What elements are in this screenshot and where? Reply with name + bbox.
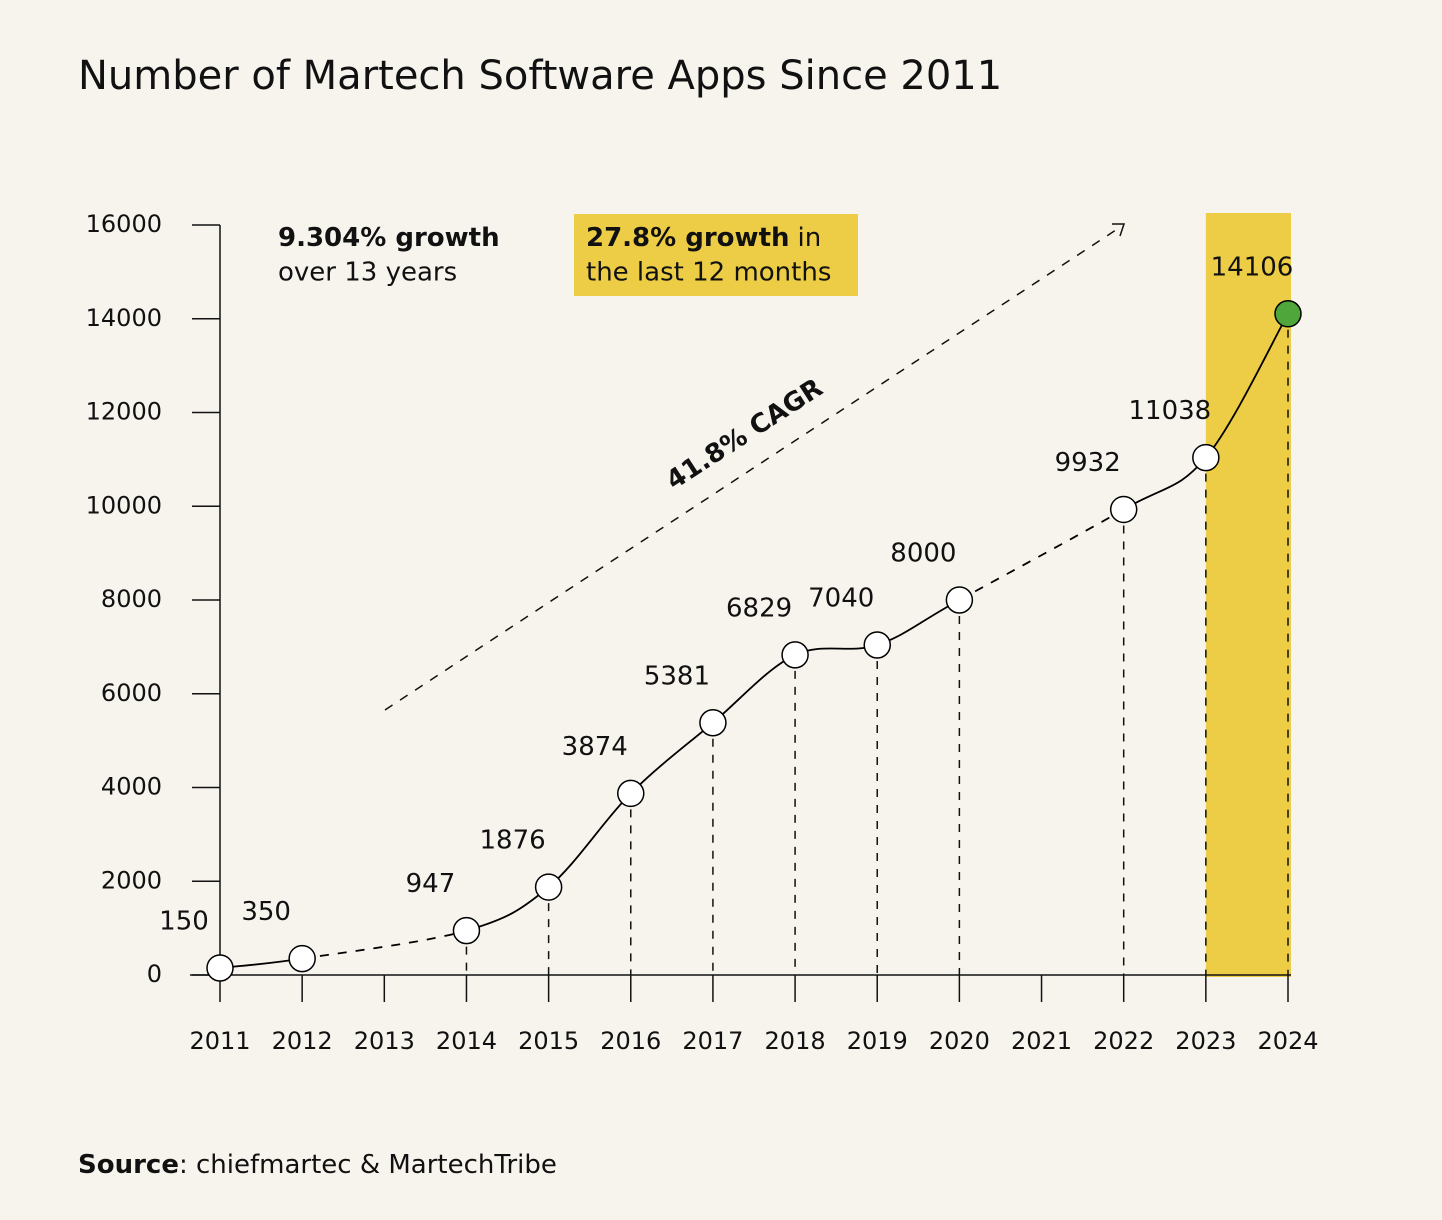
y-tick-label: 8000 — [101, 585, 162, 613]
line-segment-dashed — [302, 929, 467, 960]
point — [617, 779, 645, 808]
y-tick-label: 0 — [147, 960, 162, 988]
y-tick-label: 16000 — [86, 210, 162, 238]
plot: 0 2000 4000 6000 8000 10000 12000 14000 16000 201… — [86, 210, 1319, 1055]
data-label: 9932 — [1055, 448, 1121, 478]
data-label: 14106 — [1211, 252, 1294, 282]
source: Source: chiefmartec & MartechTribe — [78, 1150, 557, 1180]
source-text: : chiefmartec & MartechTribe — [179, 1150, 557, 1180]
point — [206, 954, 234, 982]
y-tick-label: 12000 — [86, 398, 162, 426]
point — [945, 586, 974, 614]
point — [1109, 495, 1138, 524]
x-tick-label: 2020 — [929, 1027, 990, 1055]
annotation-bold: 27.8% growth — [586, 223, 790, 253]
x-tick-label: 2014 — [436, 1027, 497, 1055]
y-tick-label: 2000 — [101, 866, 162, 894]
y-tick-label: 6000 — [101, 679, 162, 707]
point — [1192, 443, 1220, 472]
data-label: 8000 — [890, 539, 956, 569]
point — [1274, 300, 1302, 328]
x-tick-label: 2023 — [1175, 1027, 1236, 1055]
data-label: 150 — [159, 906, 209, 936]
x-tick-label: 2021 — [1011, 1027, 1072, 1055]
point — [534, 873, 563, 901]
x-tick-label: 2018 — [765, 1027, 826, 1055]
data-label: 11038 — [1128, 396, 1211, 426]
x-tick-label: 2012 — [272, 1027, 333, 1055]
annotation: 27.8% growth in — [586, 223, 821, 253]
x-tick-label: 2022 — [1093, 1027, 1154, 1055]
point — [781, 641, 809, 669]
point — [863, 631, 891, 659]
data-label: 350 — [241, 897, 291, 927]
highlight-band — [1205, 213, 1291, 977]
annotation: 9.304% growth — [278, 223, 500, 253]
data-label: 5381 — [644, 661, 710, 691]
data-label: 3874 — [562, 732, 628, 762]
data-label: 947 — [406, 869, 456, 899]
y-tick-label: 14000 — [86, 304, 162, 332]
source-bold: Source — [78, 1150, 179, 1180]
annotation-box — [574, 214, 858, 296]
x-tick-label: 2011 — [189, 1027, 250, 1055]
cagr-arrow-head — [1112, 223, 1126, 237]
x-tick-label: 2024 — [1257, 1027, 1318, 1055]
chart-title: Number of Martech Software Apps Since 20… — [78, 53, 1002, 99]
x-tick-label: 2017 — [682, 1027, 743, 1055]
data-label: 6829 — [726, 593, 792, 623]
x-tick-label: 2015 — [518, 1027, 579, 1055]
point — [699, 709, 727, 737]
annotation: over 13 years — [278, 258, 457, 288]
x-tick-label: 2019 — [847, 1027, 908, 1055]
y-tick-label: 10000 — [86, 491, 162, 519]
point — [288, 944, 316, 973]
line-segment-dashed — [958, 508, 1125, 601]
point — [452, 916, 481, 945]
annotation: the last 12 months — [586, 258, 831, 288]
x-tick-label: 2013 — [354, 1027, 415, 1055]
y-tick-label: 4000 — [101, 773, 162, 801]
data-label: 7040 — [808, 584, 874, 614]
annotation-text: in — [798, 223, 822, 253]
annotation-bold: 9.304% growth — [278, 223, 500, 253]
data-label: 1876 — [480, 826, 546, 856]
cagr-arrow — [384, 225, 1123, 711]
x-tick-label: 2016 — [600, 1027, 661, 1055]
